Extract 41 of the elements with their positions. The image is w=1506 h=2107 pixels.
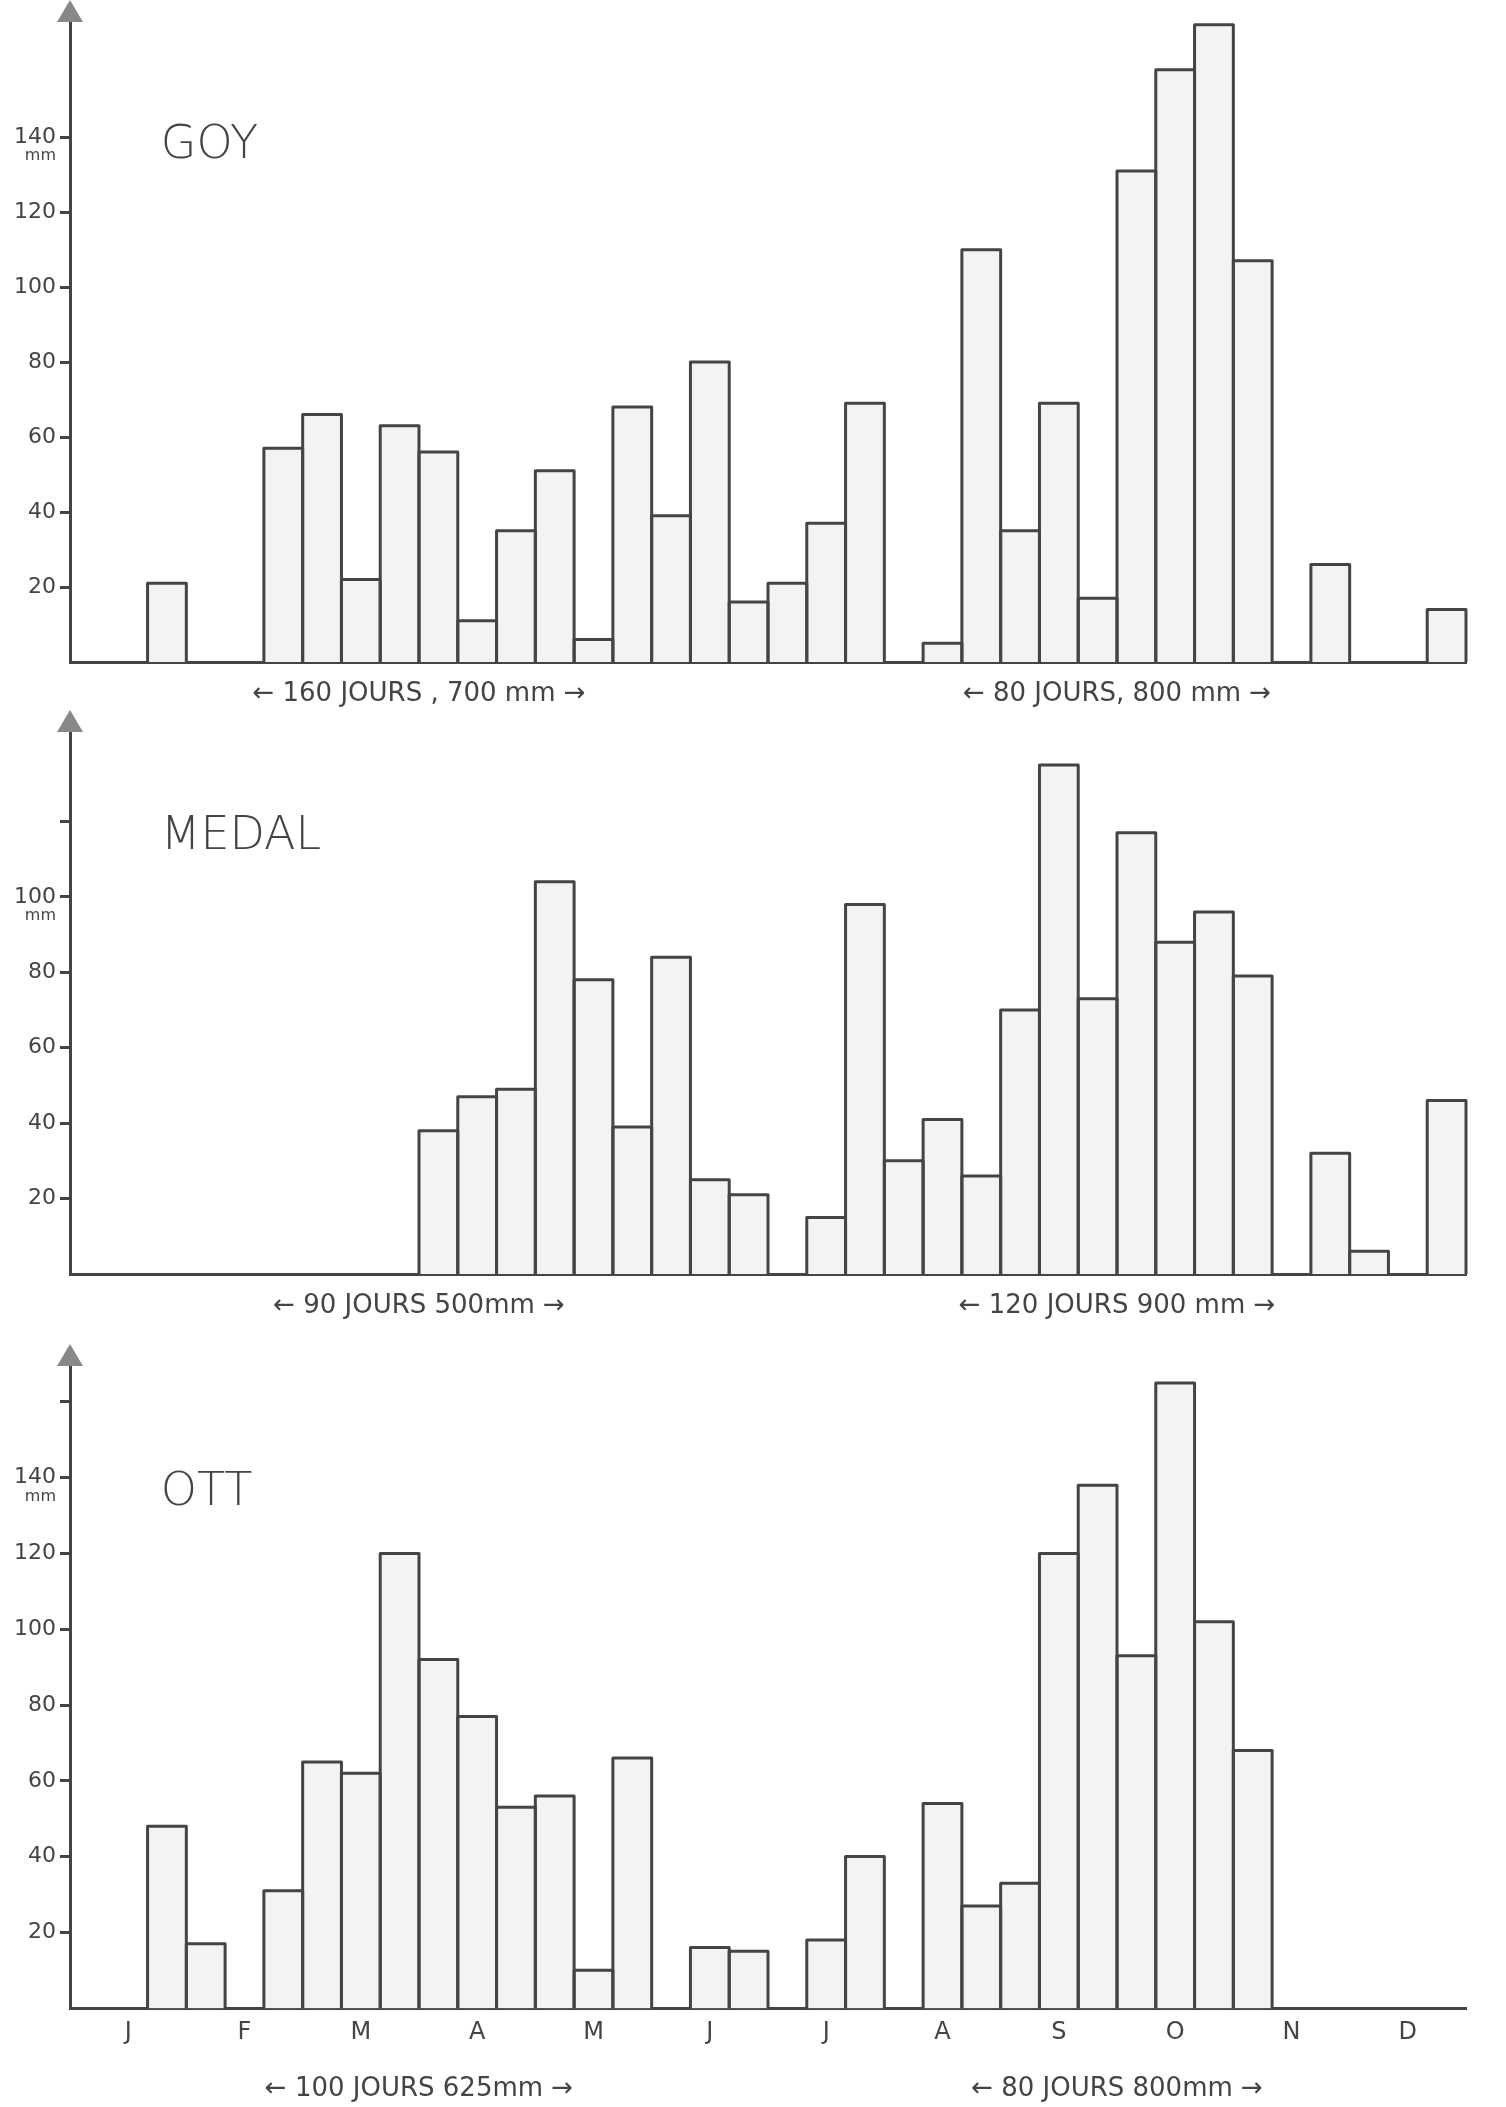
y-tick-label: 60 — [28, 422, 56, 448]
x-tick-label: D — [1398, 2016, 1418, 2045]
x-tick-label: O — [1165, 2016, 1185, 2045]
y-tick-label: 20 — [28, 1918, 56, 1944]
text: ← 80 JOURS, 800 mm → — [962, 676, 1272, 707]
y-tick-label: 40 — [28, 1842, 56, 1868]
x-tick-label: A — [934, 2016, 952, 2045]
x-tick-label: J — [704, 2016, 714, 2045]
x-tick-label: M — [583, 2016, 604, 2045]
text: MEDAL — [160, 805, 322, 860]
y-tick-label: 100 — [14, 882, 56, 908]
y-tick-label: 40 — [28, 1108, 56, 1134]
text: OTT — [160, 1461, 253, 1516]
y-tick-label: 20 — [28, 572, 56, 598]
y-tick-label: 120 — [14, 1539, 56, 1565]
text: ← 90 JOURS 500mm → — [273, 1288, 565, 1319]
text: ← 80 JOURS 800mm → — [971, 2071, 1263, 2102]
y-axis-title: mm — [24, 145, 56, 165]
y-tick-label: 100 — [14, 272, 56, 298]
x-tick-label: F — [237, 2016, 252, 2045]
y-tick-label: 120 — [14, 197, 56, 223]
x-tick-label: J — [122, 2016, 132, 2045]
y-tick-label: 140 — [14, 122, 56, 148]
y-tick-label: 40 — [28, 497, 56, 523]
y-tick-label: 80 — [28, 1690, 56, 1716]
y-tick-label: 80 — [28, 958, 56, 984]
y-tick-label: 60 — [28, 1033, 56, 1059]
x-tick-label: A — [468, 2016, 486, 2045]
y-tick-label: 60 — [28, 1766, 56, 1792]
text: ← 160 JOURS , 700 mm → — [252, 676, 586, 707]
text: GOY — [160, 115, 259, 170]
y-tick-label: 80 — [28, 347, 56, 373]
x-tick-label: J — [820, 2016, 830, 2045]
y-tick-label: 20 — [28, 1184, 56, 1210]
x-tick-label: M — [350, 2016, 372, 2045]
text: ← 120 JOURS 900 mm → — [958, 1288, 1276, 1319]
x-tick-label: N — [1282, 2016, 1301, 2045]
y-axis-title: mm — [24, 905, 56, 925]
y-tick-label: 100 — [14, 1614, 56, 1640]
text: ← 100 JOURS 625mm → — [264, 2071, 574, 2102]
x-tick-label: S — [1051, 2016, 1067, 2045]
